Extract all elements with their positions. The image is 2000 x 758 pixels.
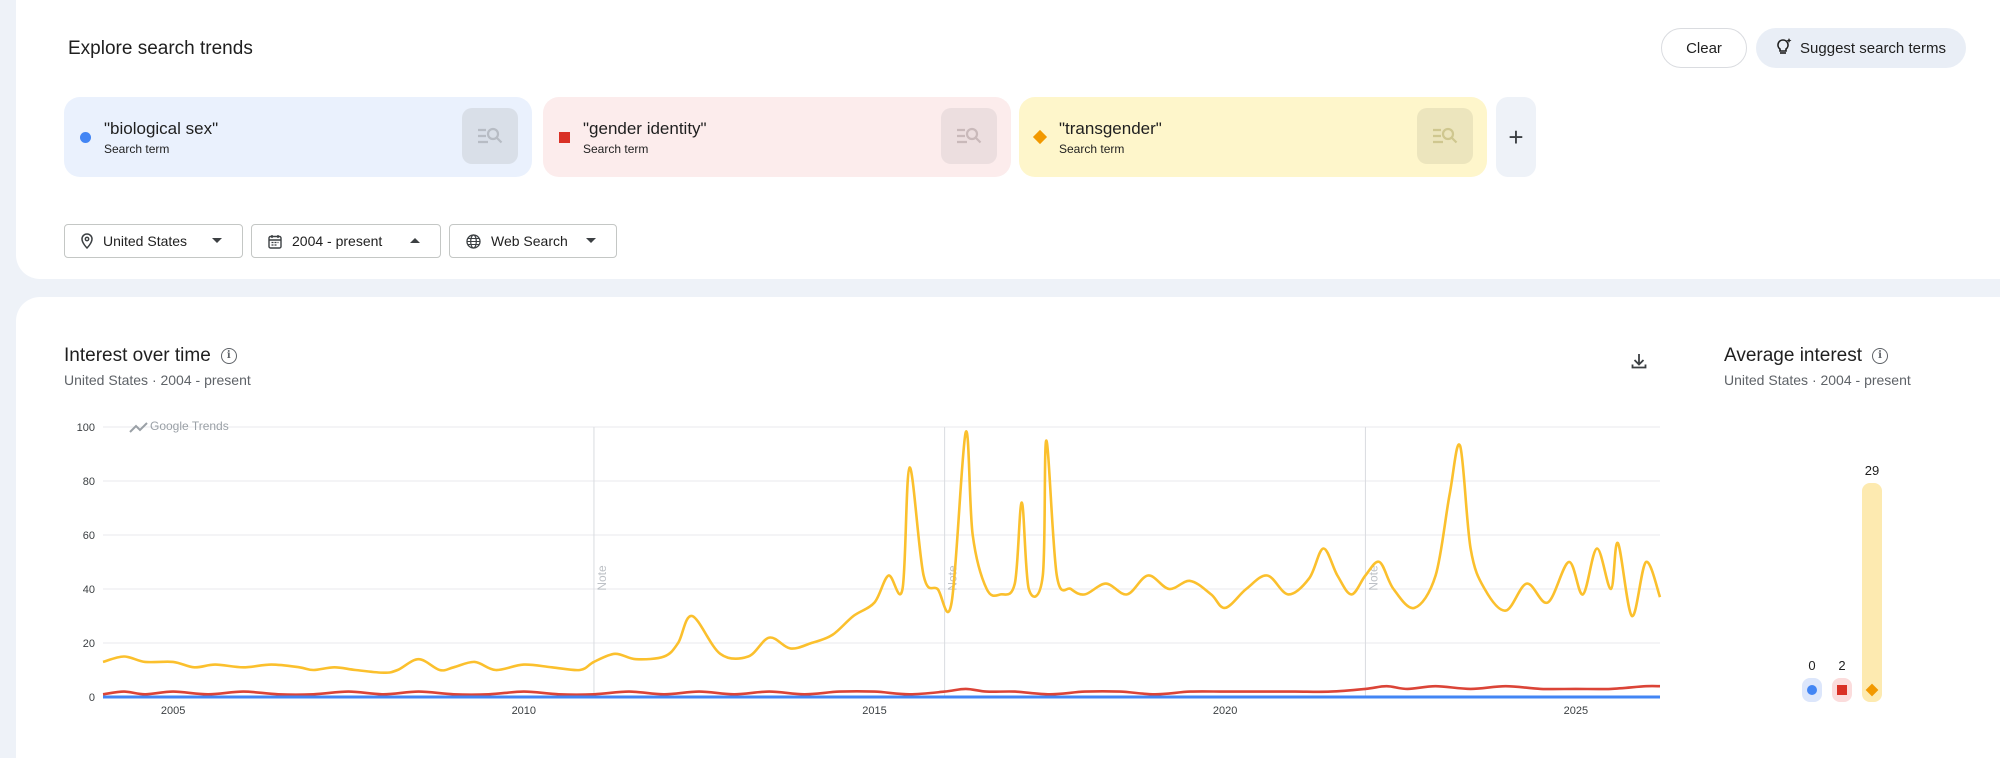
x-tick-label: 2005 xyxy=(161,705,185,717)
square-marker-icon xyxy=(1837,685,1847,695)
y-tick-label: 60 xyxy=(83,530,95,542)
x-tick-label: 2025 xyxy=(1564,705,1588,717)
x-tick-label: 2010 xyxy=(512,705,536,717)
search-type-label: Web Search xyxy=(491,233,568,249)
term-type: Search term xyxy=(1059,142,1125,156)
search-term-chip-1[interactable]: "biological sex" Search term xyxy=(64,97,532,177)
circle-marker-icon xyxy=(80,132,91,143)
calendar-icon xyxy=(268,234,282,249)
diamond-marker-icon xyxy=(1032,129,1048,145)
series-line-3[interactable] xyxy=(102,430,1662,674)
search-type-filter[interactable]: Web Search xyxy=(449,224,617,258)
note-label[interactable]: Note xyxy=(595,565,609,591)
search-term-chip-2[interactable]: "gender identity" Search term xyxy=(543,97,1011,177)
circle-marker-icon xyxy=(1807,685,1817,695)
interest-over-time-subtitle: United States · 2004 - present xyxy=(64,372,251,388)
note-label[interactable]: Note xyxy=(1366,565,1380,591)
clear-button[interactable]: Clear xyxy=(1661,28,1747,68)
average-bar[interactable] xyxy=(1862,483,1882,702)
y-tick-label: 20 xyxy=(83,638,95,650)
caret-up-icon xyxy=(410,238,420,243)
section-title-text: Interest over time xyxy=(64,345,211,366)
suggest-search-terms-button[interactable]: Suggest search terms xyxy=(1756,28,1966,68)
x-tick-label: 2020 xyxy=(1213,705,1237,717)
term-name: "biological sex" xyxy=(104,119,219,138)
results-card xyxy=(16,297,2000,758)
lightbulb-sparkle-icon xyxy=(1776,37,1800,59)
clear-button-label: Clear xyxy=(1686,39,1722,57)
average-interest-chart: 0 2 29 xyxy=(1802,463,1882,702)
manage-search-icon xyxy=(1433,127,1458,144)
y-tick-label: 100 xyxy=(77,422,95,434)
y-tick-label: 80 xyxy=(83,476,95,488)
search-term-button[interactable] xyxy=(1417,108,1473,164)
manage-search-icon xyxy=(478,127,503,144)
average-interest-subtitle: United States · 2004 - present xyxy=(1724,372,1911,388)
page-title: Explore search trends xyxy=(68,38,253,59)
y-tick-label: 40 xyxy=(83,584,95,596)
location-pin-icon xyxy=(81,233,93,249)
manage-search-icon xyxy=(957,127,982,144)
bar-value-label: 0 xyxy=(1808,658,1815,673)
caret-down-icon xyxy=(212,238,222,243)
info-icon[interactable]: i xyxy=(1872,348,1889,364)
suggest-button-label: Suggest search terms xyxy=(1800,39,1946,57)
info-icon[interactable]: i xyxy=(220,348,237,364)
x-tick-label: 2015 xyxy=(862,705,886,717)
watermark-label: Google Trends xyxy=(150,419,229,433)
average-interest-title: Average interest i xyxy=(1724,345,1889,367)
download-icon[interactable] xyxy=(1630,352,1648,375)
bar-value-label: 2 xyxy=(1838,658,1845,673)
interest-over-time-title: Interest over time i xyxy=(64,345,237,367)
term-name: "transgender" xyxy=(1059,119,1162,138)
note-label[interactable]: Note xyxy=(946,565,960,591)
bar-value-label: 29 xyxy=(1865,463,1879,478)
add-term-button[interactable]: + xyxy=(1496,97,1536,177)
location-filter[interactable]: United States xyxy=(64,224,243,258)
location-filter-label: United States xyxy=(103,233,188,249)
time-range-filter[interactable]: 2004 - present xyxy=(251,224,441,258)
square-marker-icon xyxy=(559,132,570,143)
caret-down-icon xyxy=(586,238,596,243)
section-title-text: Average interest xyxy=(1724,345,1863,366)
time-filter-label: 2004 - present xyxy=(292,233,383,249)
y-tick-label: 0 xyxy=(89,692,95,704)
globe-icon xyxy=(466,233,481,249)
google-trends-watermark: Google Trends xyxy=(129,419,229,433)
interest-over-time-chart: Note Note Note 0 20 40 60 80 100 2005 2010 2015 20… xyxy=(77,419,1662,717)
term-name: "gender identity" xyxy=(583,119,707,138)
search-term-chip-3[interactable]: "transgender" Search term xyxy=(1019,97,1487,177)
search-term-button[interactable] xyxy=(462,108,518,164)
series-line-2[interactable] xyxy=(102,684,1661,696)
term-type: Search term xyxy=(583,142,649,156)
term-type: Search term xyxy=(104,142,170,156)
search-term-button[interactable] xyxy=(941,108,997,164)
plus-icon: + xyxy=(1508,121,1524,152)
